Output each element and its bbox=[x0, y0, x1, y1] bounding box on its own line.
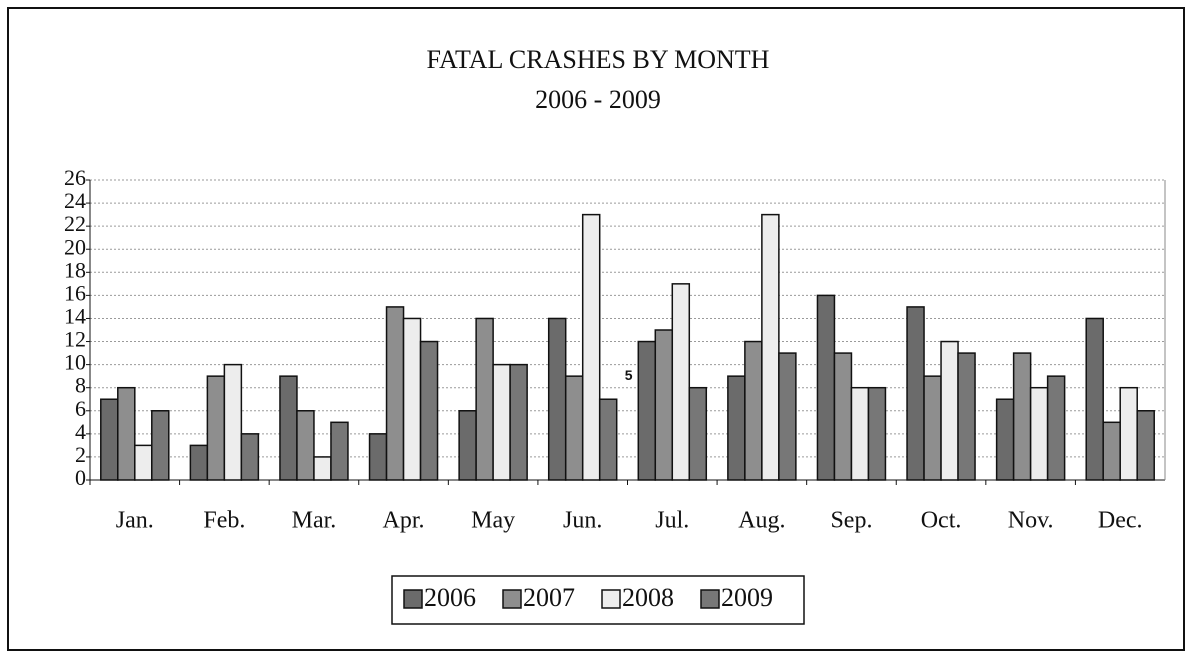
legend-label: 2007 bbox=[523, 583, 575, 612]
bar bbox=[654, 329, 674, 481]
bar bbox=[940, 340, 959, 481]
y-tick-label: 26 bbox=[64, 165, 86, 190]
legend-swatch bbox=[502, 589, 522, 609]
bar bbox=[189, 444, 209, 481]
y-tick-label: 8 bbox=[75, 373, 86, 398]
y-tick-label: 4 bbox=[75, 419, 86, 444]
legend-swatch bbox=[700, 589, 720, 609]
bar bbox=[223, 363, 243, 481]
bar bbox=[744, 340, 763, 481]
bar bbox=[402, 317, 422, 481]
bar bbox=[279, 375, 298, 481]
bar bbox=[368, 433, 388, 481]
bar bbox=[761, 213, 780, 481]
bar bbox=[1029, 386, 1049, 481]
bar bbox=[778, 352, 797, 481]
bar bbox=[564, 375, 584, 481]
y-tick-label: 22 bbox=[64, 211, 86, 236]
legend-label: 2009 bbox=[721, 583, 773, 612]
x-tick-label: Mar. bbox=[292, 508, 337, 534]
bar bbox=[1046, 375, 1066, 481]
bar bbox=[1085, 317, 1104, 481]
y-tick-label: 20 bbox=[64, 234, 86, 259]
x-tick-label: Feb. bbox=[203, 508, 245, 534]
bar bbox=[458, 410, 477, 481]
bar bbox=[547, 317, 567, 481]
bar bbox=[688, 386, 708, 481]
legend-box bbox=[391, 575, 805, 625]
bar bbox=[151, 410, 170, 481]
bar bbox=[419, 340, 439, 481]
y-tick-label: 16 bbox=[64, 280, 86, 305]
x-tick-label: Jul. bbox=[655, 508, 689, 534]
bar bbox=[923, 375, 942, 481]
y-tick-label: 18 bbox=[64, 257, 86, 282]
x-tick-label: Oct. bbox=[921, 508, 962, 534]
bar bbox=[833, 352, 853, 481]
y-tick-label: 0 bbox=[75, 465, 86, 490]
bar bbox=[296, 410, 315, 481]
bar bbox=[100, 398, 119, 481]
y-tick-label: 6 bbox=[75, 396, 86, 421]
bar bbox=[598, 398, 618, 481]
y-tick-label: 24 bbox=[64, 188, 86, 213]
legend-label: 2008 bbox=[622, 583, 674, 612]
bar bbox=[117, 386, 136, 481]
legend-swatch bbox=[403, 589, 423, 609]
chart-title: FATAL CRASHES BY MONTH bbox=[427, 45, 770, 74]
legend-label: 2006 bbox=[424, 583, 476, 612]
bar bbox=[816, 294, 836, 481]
y-tick-label: 12 bbox=[64, 327, 86, 352]
bar bbox=[957, 352, 976, 481]
x-tick-label: Dec. bbox=[1098, 508, 1143, 534]
bar bbox=[1136, 410, 1155, 481]
bar bbox=[1119, 386, 1138, 481]
x-tick-label: Apr. bbox=[383, 508, 425, 534]
bar bbox=[330, 421, 349, 481]
x-tick-label: Jan. bbox=[116, 508, 154, 534]
x-tick-label: Sep. bbox=[830, 508, 872, 534]
y-tick-label: 10 bbox=[64, 350, 86, 375]
bar bbox=[581, 213, 601, 481]
bar bbox=[492, 363, 511, 481]
x-tick-label: Aug. bbox=[738, 508, 785, 534]
y-tick-label: 14 bbox=[64, 304, 86, 329]
bar bbox=[313, 456, 332, 481]
bar bbox=[995, 398, 1015, 481]
chart-subtitle: 2006 - 2009 bbox=[535, 85, 661, 114]
bar bbox=[906, 306, 925, 481]
bar bbox=[637, 340, 657, 481]
x-tick-label: May bbox=[471, 508, 515, 534]
bar bbox=[1012, 352, 1032, 481]
bar bbox=[1102, 421, 1121, 481]
x-tick-label: Nov. bbox=[1008, 508, 1054, 534]
bar bbox=[727, 375, 746, 481]
x-tick-label: Jun. bbox=[563, 508, 602, 534]
y-tick-label: 2 bbox=[75, 442, 86, 467]
bar bbox=[850, 386, 870, 481]
bar bbox=[867, 386, 887, 481]
bar bbox=[134, 444, 153, 481]
bar bbox=[385, 306, 405, 481]
bar bbox=[475, 317, 494, 481]
annotation: 5 bbox=[625, 367, 633, 383]
bar bbox=[671, 283, 691, 481]
legend-swatch bbox=[601, 589, 621, 609]
bar bbox=[509, 363, 528, 481]
bar bbox=[206, 375, 226, 481]
bar bbox=[240, 433, 260, 481]
